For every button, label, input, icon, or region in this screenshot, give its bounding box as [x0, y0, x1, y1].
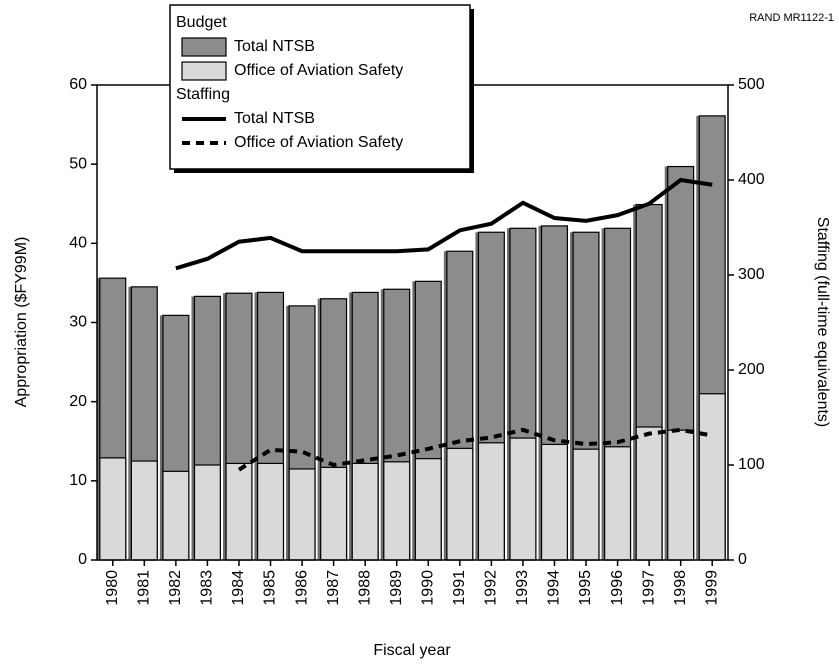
y-tick-label: 0: [78, 551, 87, 568]
staffing-line: [237, 427, 713, 472]
bar: [446, 447, 474, 561]
bar: [604, 446, 632, 561]
x-tick-label: 1997: [640, 570, 657, 606]
bar: [320, 466, 348, 561]
x-tick-label: 1996: [609, 570, 626, 606]
legend-box: [169, 4, 471, 170]
x-axis-label: Fiscal year: [373, 642, 451, 659]
bar: [351, 462, 379, 561]
bar: [383, 461, 411, 561]
legend-label: Total NTSB: [234, 38, 315, 55]
bar: [698, 393, 726, 561]
legend-group-title: Staffing: [176, 86, 230, 103]
x-tick-label: 1988: [356, 570, 373, 606]
x-tick-label: 1983: [199, 570, 216, 606]
bar: [225, 462, 253, 561]
y2-tick-label: 100: [738, 456, 765, 473]
bar: [162, 470, 190, 561]
y-tick-label: 20: [69, 393, 87, 410]
source-note: RAND MR1122-1: [749, 12, 834, 24]
y2-axis-label: Staffing (full-time equivalents): [814, 217, 831, 427]
y-tick-label: 30: [69, 314, 87, 331]
bar: [509, 437, 537, 561]
y-axis-label: Appropriation ($FY99M): [13, 237, 30, 408]
x-tick-label: 1985: [262, 570, 279, 606]
bar: [193, 464, 221, 561]
legend-group-title: Budget: [176, 14, 227, 31]
y-tick-label: 10: [69, 472, 87, 489]
x-tick-label: 1984: [230, 570, 247, 606]
legend-label: Total NTSB: [234, 110, 315, 127]
y-tick-label: 60: [69, 76, 87, 93]
x-tick-label: 1991: [451, 570, 468, 606]
legend-label: Office of Aviation Safety: [234, 62, 403, 79]
bar: [414, 458, 442, 561]
x-tick-label: 1998: [672, 570, 689, 606]
x-tick-label: 1980: [104, 570, 121, 606]
x-tick-label: 1981: [136, 570, 153, 606]
bar: [540, 443, 569, 561]
x-tick-label: 1987: [325, 570, 342, 606]
staffing-line: [175, 177, 713, 271]
y2-tick-label: 300: [738, 266, 765, 283]
legend-swatch: [181, 61, 227, 81]
bar: [130, 460, 158, 561]
x-tick-label: 1986: [293, 570, 310, 606]
x-tick-label: 1989: [388, 570, 405, 606]
y-tick-label: 50: [69, 155, 87, 172]
x-tick-label: 1994: [546, 570, 563, 606]
bar: [99, 457, 127, 561]
legend-swatch: [181, 37, 227, 57]
bar: [635, 426, 663, 561]
y2-tick-label: 0: [738, 551, 747, 568]
bar: [667, 429, 695, 561]
y2-tick-label: 200: [738, 361, 765, 378]
bar: [572, 448, 600, 561]
y-tick-label: 40: [69, 235, 87, 252]
x-tick-label: 1993: [514, 570, 531, 606]
legend-label: Office of Aviation Safety: [234, 134, 403, 151]
x-tick-label: 1995: [577, 570, 594, 606]
x-tick-label: 1982: [167, 570, 184, 606]
y2-tick-label: 500: [738, 76, 765, 93]
x-tick-label: 1999: [703, 570, 720, 606]
y2-tick-label: 400: [738, 171, 765, 188]
x-tick-label: 1990: [419, 570, 436, 606]
bar: [477, 442, 505, 561]
bar: [256, 462, 285, 561]
bar: [288, 468, 316, 561]
x-tick-label: 1992: [483, 570, 500, 606]
